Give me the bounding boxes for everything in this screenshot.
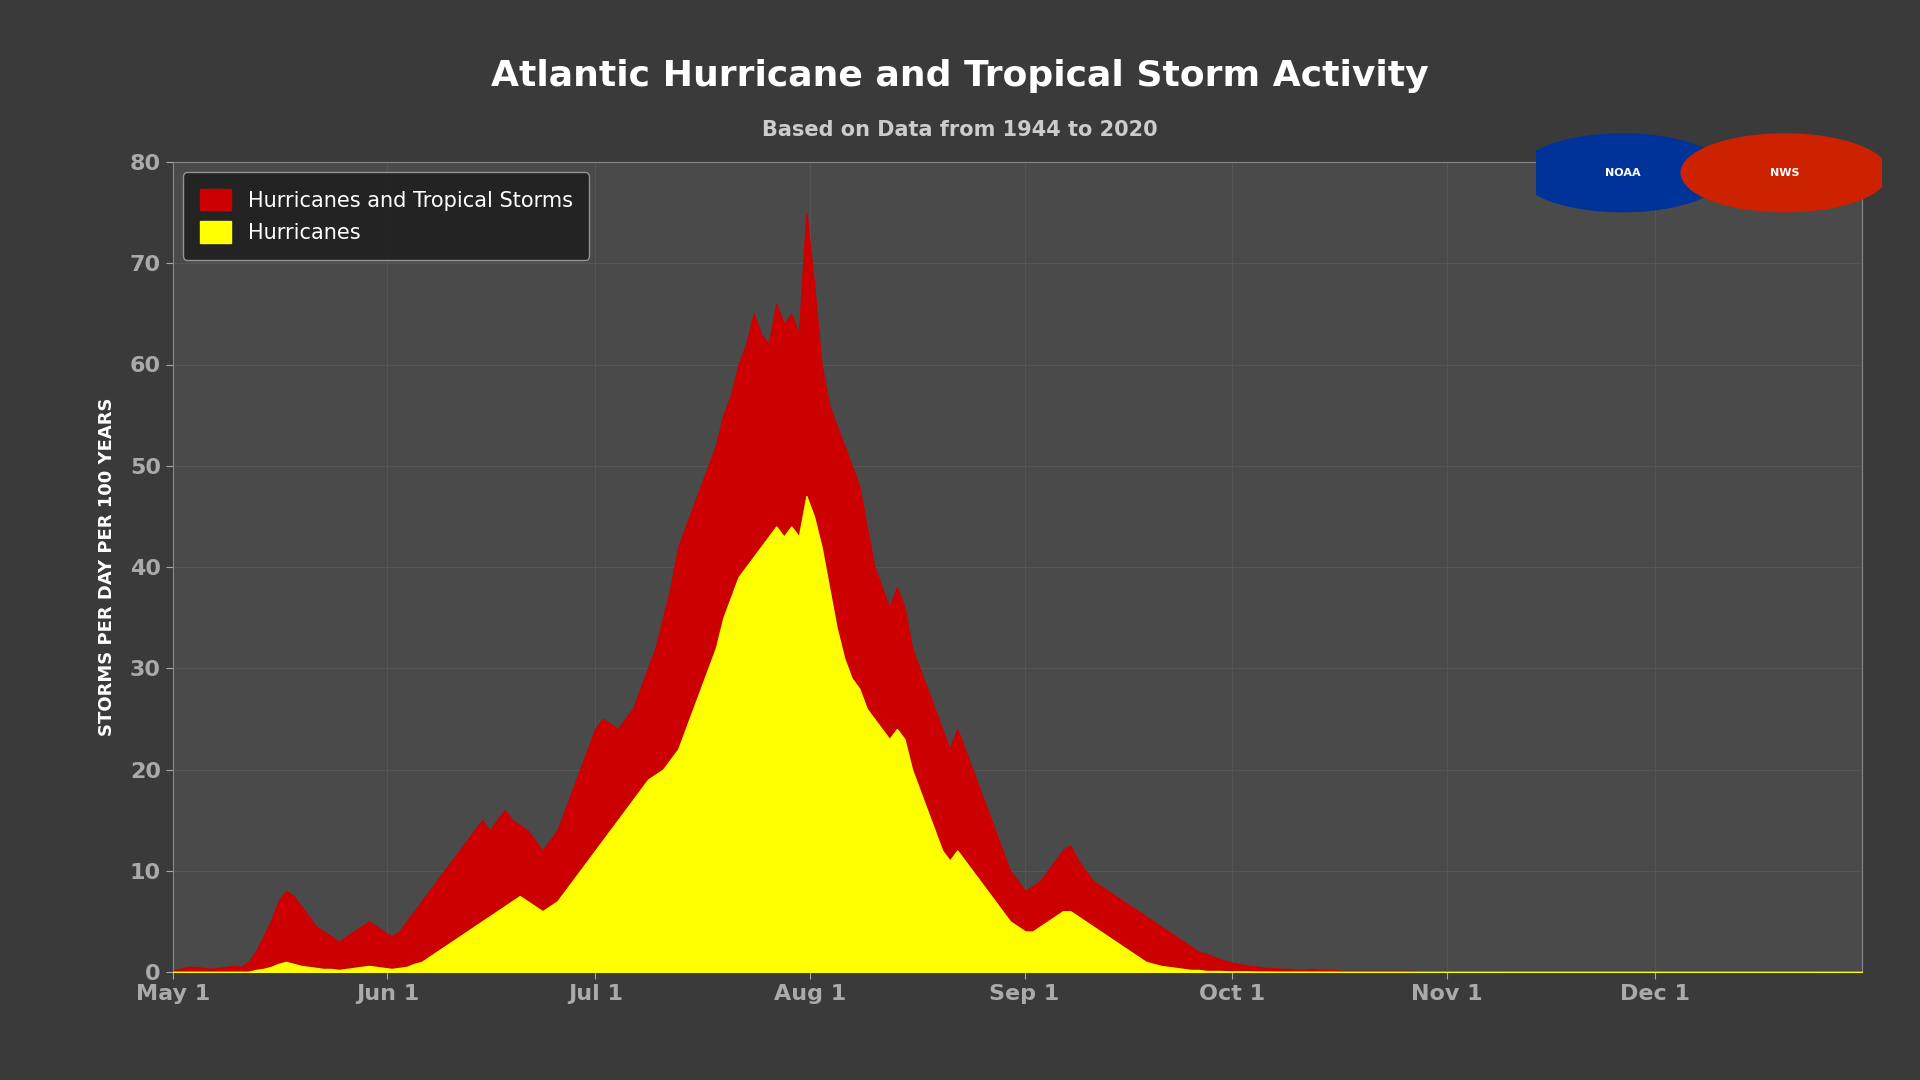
Y-axis label: STORMS PER DAY PER 100 YEARS: STORMS PER DAY PER 100 YEARS <box>98 397 115 737</box>
Text: NOAA: NOAA <box>1605 167 1640 178</box>
Text: NWS: NWS <box>1770 167 1799 178</box>
Circle shape <box>1519 134 1726 212</box>
Circle shape <box>1682 134 1889 212</box>
Legend: Hurricanes and Tropical Storms, Hurricanes: Hurricanes and Tropical Storms, Hurrican… <box>182 173 589 259</box>
Text: Atlantic Hurricane and Tropical Storm Activity: Atlantic Hurricane and Tropical Storm Ac… <box>492 58 1428 93</box>
Text: Based on Data from 1944 to 2020: Based on Data from 1944 to 2020 <box>762 120 1158 139</box>
